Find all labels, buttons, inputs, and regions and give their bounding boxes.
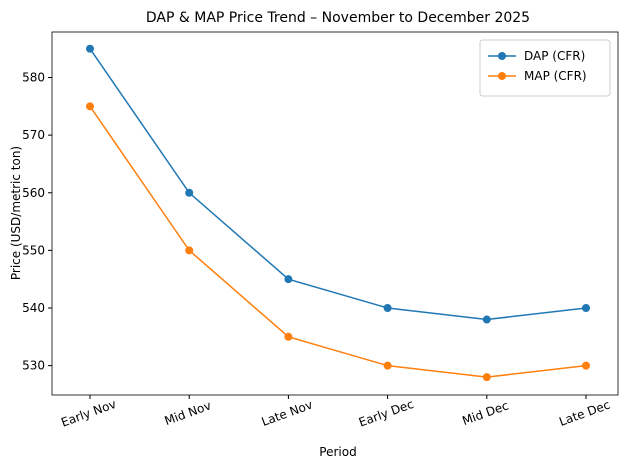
point [86,102,94,111]
x-tick-label: Late Dec [557,398,612,429]
x-tick-label: Early Dec [357,397,416,430]
point [284,332,293,341]
y-tick-label: 560 [22,186,45,200]
series-line [89,105,587,378]
legend-box [479,39,611,97]
legend-marker [498,52,506,60]
point [582,361,590,370]
plot-frame [51,31,619,396]
point [482,315,491,324]
y-tick-label: 550 [22,243,45,257]
legend-label: MAP (CFR) [524,69,587,83]
x-tick-label: Early Nov [59,397,118,430]
point [383,303,392,312]
point [185,246,194,255]
point [284,275,293,284]
chart-title: DAP & MAP Price Trend – November to Dece… [146,10,530,26]
y-tick-label: 570 [22,128,45,142]
x-tick-label: Mid Nov [163,398,213,428]
series-line [89,48,587,321]
y-tick-label: 540 [22,301,45,315]
point [383,361,392,370]
x-tick-label: Mid Dec [460,398,510,428]
x-axis-label: Period [319,445,356,459]
point [482,373,491,382]
legend-label: DAP (CFR) [524,49,585,63]
x-tick-label: Late Nov [260,398,315,429]
point [86,44,94,53]
point [185,188,194,197]
y-axis-label: Price (USD/metric ton) [9,146,23,280]
y-tick-label: 580 [22,71,45,85]
y-tick-label: 530 [22,359,45,373]
point [582,303,590,312]
legend-marker [498,72,506,80]
